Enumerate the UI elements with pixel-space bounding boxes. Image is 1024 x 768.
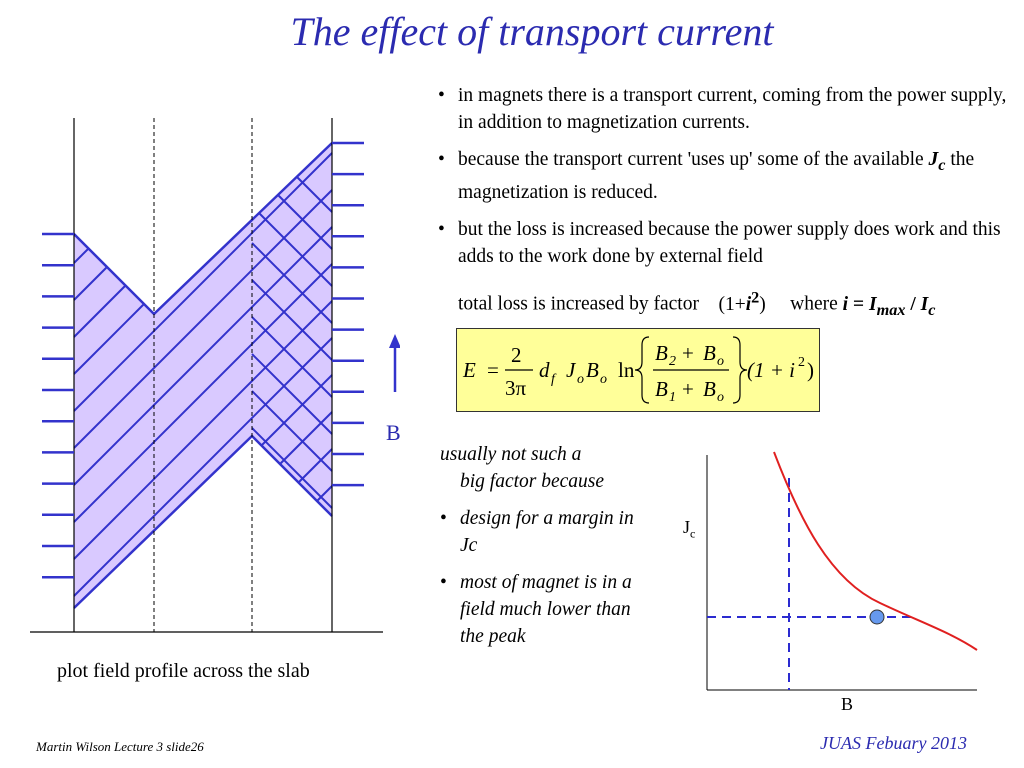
italic-notes: usually not such a big factor because de…: [440, 441, 640, 660]
formula-b-sub: o: [600, 372, 607, 387]
i-definition: i = Imax / Ic: [842, 293, 936, 319]
formula-equals: =: [487, 358, 499, 382]
hatch-line: [251, 242, 333, 324]
formula-num-b2-sub: 2: [669, 354, 676, 369]
formula-den-bo-sub: o: [717, 390, 724, 405]
hatch-line: [73, 226, 333, 486]
formula-den-bo: B: [703, 377, 716, 401]
bullet-uses-up-jc: because the transport current 'uses up' …: [438, 146, 1013, 206]
graph-y-label: Jc: [683, 517, 696, 541]
notes-head-2: big factor because: [460, 471, 605, 492]
hatch-line: [251, 390, 333, 472]
bullet-list: in magnets there is a transport current,…: [438, 82, 1013, 280]
formula-num-b2: B: [655, 341, 668, 365]
bullet-transport-current: in magnets there is a transport current,…: [438, 82, 1013, 136]
formula-ln: ln: [618, 358, 635, 382]
hatch-line: [279, 411, 333, 465]
formula-j: J: [566, 358, 577, 382]
hatch-line: [251, 279, 333, 361]
notes-head-1: usually not such a: [440, 444, 582, 465]
formula-b: B: [586, 358, 599, 382]
formula-tail-exp: 2: [798, 355, 805, 370]
hatch-line: [73, 152, 333, 412]
hatch-line: [251, 353, 333, 435]
bullet-loss-increased: but the loss is increased because the po…: [438, 216, 1013, 270]
note-field-lower: most of magnet is in a field much lower …: [440, 569, 640, 650]
formula-d: d: [539, 358, 550, 382]
loss-factor-line: total loss is increased by factor (1+i2)…: [458, 288, 935, 319]
hatch-line: [296, 176, 333, 213]
loss-formula: E = 2 3π d f J o B o ln B 2 + B o B 1 + …: [462, 336, 814, 405]
field-profile-hatching: [73, 152, 333, 597]
formula-left-brace: [634, 336, 650, 404]
hatch-line: [73, 284, 127, 338]
hatch-line: [73, 263, 333, 523]
footer-event: JUAS Febuary 2013: [820, 733, 967, 753]
hatch-line: [73, 337, 333, 597]
formula-frac-den: 3π: [505, 376, 527, 400]
graph-x-label: B: [841, 694, 854, 714]
loss-factor-expression: (1+i2): [718, 288, 766, 315]
hatch-line: [73, 300, 333, 560]
footer-author: Martin Wilson Lecture 3 slide26: [36, 739, 204, 754]
notes-list: design for a margin in Jc most of magnet…: [440, 505, 640, 650]
hatch-line: [251, 427, 333, 509]
loss-factor-text: total loss is increased by factor: [458, 293, 699, 315]
note-design-margin: design for a margin in Jc: [440, 505, 640, 559]
right-field-ticks: [332, 141, 364, 487]
slide-title: The effect of transport current: [290, 9, 774, 54]
b-arrow-head: [389, 334, 400, 348]
hatch-line: [297, 448, 333, 484]
hatch-line: [73, 266, 108, 301]
hatch-line: [277, 194, 333, 250]
jc-curve: [773, 451, 978, 651]
hatch-line: [258, 212, 333, 287]
formula-tail-close: ): [807, 358, 814, 382]
formula-j-sub: o: [577, 372, 584, 387]
loss-formula-box: E = 2 3π d f J o B o ln B 2 + B o B 1 + …: [456, 328, 820, 412]
formula-num-bo: B: [703, 341, 716, 365]
formula-lhs: E: [462, 358, 476, 382]
b-field-label: B: [386, 420, 401, 445]
hatch-line: [73, 303, 145, 375]
hatch-line: [73, 247, 90, 264]
formula-right-brace: [732, 336, 748, 404]
formula-d-sub: f: [551, 372, 557, 387]
hatch-line: [73, 189, 333, 449]
formula-tail: (1 + i: [747, 358, 795, 382]
formula-den-plus: +: [682, 377, 694, 401]
formula-num-bo-sub: o: [717, 354, 724, 369]
hatch-line: [260, 374, 333, 447]
hatch-line: [251, 316, 333, 398]
slab-field-profile-diagram: [30, 118, 400, 633]
left-field-ticks: [42, 232, 74, 579]
formula-frac-num: 2: [511, 343, 522, 367]
hatch-line: [316, 485, 333, 502]
formula-den-b1-sub: 1: [669, 390, 676, 405]
operating-point: [869, 609, 885, 625]
slab-caption: plot field profile across the slab: [57, 660, 310, 682]
formula-num-plus: +: [682, 341, 694, 365]
where-text: where: [790, 293, 838, 315]
formula-den-b1: B: [655, 377, 668, 401]
